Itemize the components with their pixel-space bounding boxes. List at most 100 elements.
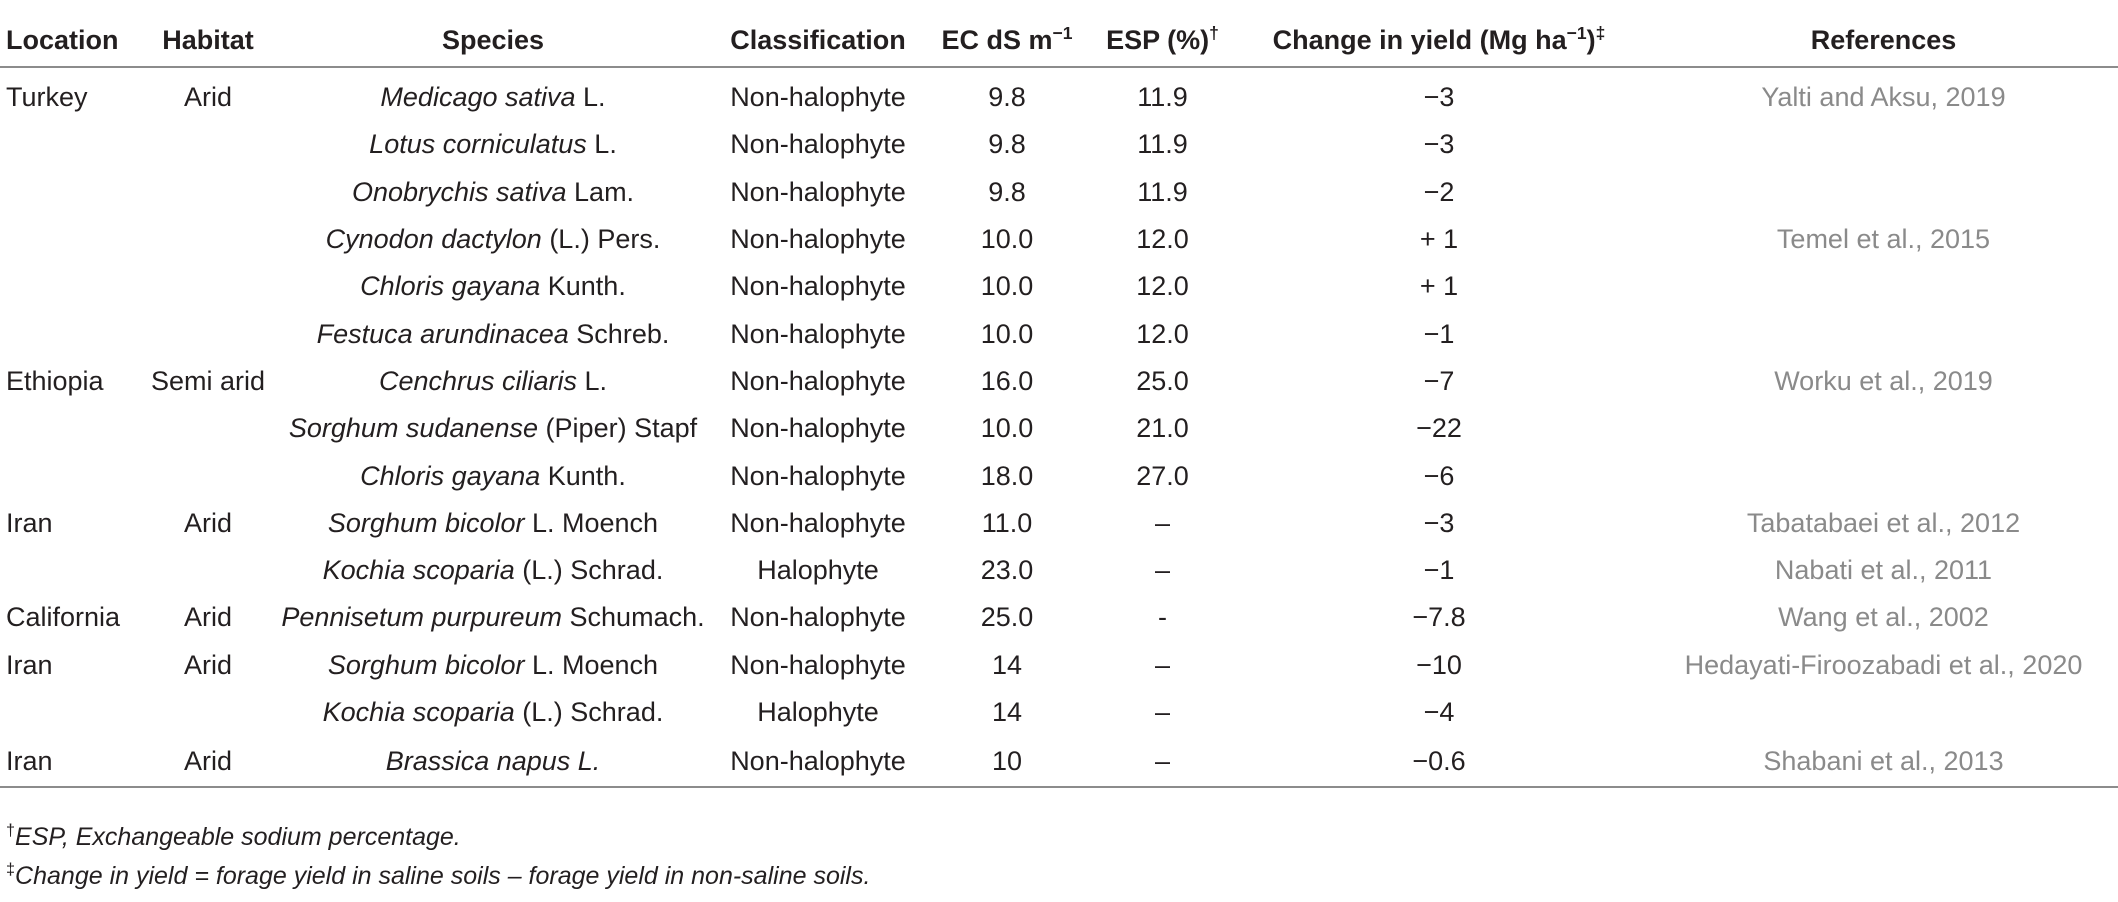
species-binomial: Chloris gayana <box>360 271 541 302</box>
cell-habitat: Arid <box>183 649 232 680</box>
footnote-mark: † <box>6 821 16 840</box>
cell-location <box>0 547 148 594</box>
cell-habitat: Arid <box>183 507 232 538</box>
cell-habitat <box>148 216 268 263</box>
header-esp: ESP (%)† <box>1096 14 1229 68</box>
species-binomial: Kochia scoparia <box>322 697 515 727</box>
cell-reference: Tabatabaei et al., 2012 <box>1746 507 2021 538</box>
cell-classification: Non-halophyte <box>730 507 906 538</box>
table-row: Turkey Arid Medicago sativa L. Non-halophyt… <box>0 67 2118 121</box>
cell-esp: 25.0 <box>1136 365 1189 396</box>
cell-species: Sorghum sudanense (Piper) Stapf <box>268 405 718 452</box>
cell-ec: 18.0 <box>980 460 1034 491</box>
species-binomial: Medicago sativa <box>380 82 576 113</box>
cell-esp: 11.9 <box>1137 176 1188 207</box>
footnote-mark: ‡ <box>6 860 16 879</box>
cell-species: Sorghum bicolor L. Moench <box>268 500 718 547</box>
species-authority: (L.) Pers. <box>541 224 661 255</box>
header-classification: Classification <box>718 14 918 68</box>
cell-species: Kochia scoparia (L.) Schrad. <box>268 689 718 736</box>
species-binomial: Onobrychis sativa <box>351 176 567 207</box>
cell-ec: 9.8 <box>988 129 1026 160</box>
cell-esp: 11.9 <box>1137 129 1188 160</box>
footnote-change: ‡Change in yield = forage yield in salin… <box>6 857 870 896</box>
species-authority: L. Moench <box>524 507 659 538</box>
cell-reference: Hedayati-Firoozabadi et al., 2020 <box>1684 649 2083 680</box>
cell-habitat: Arid <box>183 82 232 113</box>
header-esp-text: ESP (%) <box>1106 24 1210 55</box>
cell-ec: 14 <box>991 697 1023 727</box>
cell-esp: 12.0 <box>1136 224 1189 255</box>
species-authority: (Piper) Stapf <box>538 413 698 444</box>
cell-habitat <box>148 121 268 168</box>
cell-reference <box>1649 689 2118 736</box>
cell-classification: Non-halophyte <box>730 460 906 491</box>
cell-habitat: Arid <box>148 736 268 789</box>
species-authority: L. <box>586 129 617 160</box>
cell-classification: Non-halophyte <box>730 129 906 160</box>
species-binomial: Sorghum bicolor <box>327 507 525 538</box>
table-row: Onobrychis sativa Lam. Non-halophyte 9.8 11… <box>0 169 2118 216</box>
cell-change: + 1 <box>1419 271 1459 302</box>
cell-reference <box>1649 263 2118 310</box>
cell-ec: 9.8 <box>988 176 1026 207</box>
table-row: Iran Arid Sorghum bicolor L. Moench Non-hal… <box>0 500 2118 547</box>
cell-habitat <box>148 689 268 736</box>
cell-reference <box>1649 310 2118 357</box>
table-row: Iran Arid Brassica napus L. Non-halophyte 10… <box>0 736 2118 789</box>
cell-habitat <box>148 169 268 216</box>
header-change-sup2: ‡ <box>1595 22 1606 43</box>
species-binomial: Sorghum sudanense <box>288 413 539 444</box>
cell-esp: 11.9 <box>1137 82 1188 113</box>
cell-location <box>0 452 148 499</box>
cell-change: −10 <box>1416 649 1462 680</box>
header-esp-sup: † <box>1209 22 1219 43</box>
species-binomial: Kochia scoparia <box>322 555 515 586</box>
cell-esp: – <box>1154 649 1171 680</box>
data-table: Location Habitat Species Classification … <box>0 14 2118 789</box>
cell-species: Lotus corniculatus L. <box>268 121 718 168</box>
cell-classification: Non-halophyte <box>730 224 906 255</box>
table-row: Chloris gayana Kunth. Non-halophyte 10.0 12… <box>0 263 2118 310</box>
cell-esp: 27.0 <box>1136 460 1189 491</box>
cell-reference: Nabati et al., 2011 <box>1774 555 1993 586</box>
cell-ec: 10.0 <box>980 413 1034 444</box>
species-binomial: Lotus corniculatus <box>369 129 587 160</box>
table-row: Ethiopia Semi arid Cenchrus ciliaris L. Non… <box>0 358 2118 405</box>
cell-habitat <box>148 310 268 357</box>
cell-reference: Yalti and Aksu, 2019 <box>1761 82 2006 113</box>
cell-location: Ethiopia <box>6 365 104 396</box>
cell-esp: 12.0 <box>1136 318 1189 349</box>
header-ec: EC dS m−1 <box>918 14 1096 68</box>
header-change-sup: −1 <box>1566 22 1587 43</box>
cell-change: −0.6 <box>1229 736 1649 789</box>
cell-species: Sorghum bicolor L. Moench <box>268 642 718 689</box>
species-binomial: Chloris gayana <box>360 460 541 491</box>
cell-esp: 12.0 <box>1136 271 1189 302</box>
cell-esp: – <box>1154 555 1171 586</box>
header-ec-sup: −1 <box>1052 22 1073 43</box>
cell-change: −7.8 <box>1412 602 1466 633</box>
cell-ec: 11.0 <box>981 507 1033 538</box>
cell-reference <box>1649 452 2118 499</box>
cell-location <box>0 121 148 168</box>
cell-species: Chloris gayana Kunth. <box>268 452 718 499</box>
table-row: Kochia scoparia (L.) Schrad. Halophyte 14 –… <box>0 689 2118 736</box>
footnote-text: Change in yield = forage yield in saline… <box>15 862 871 890</box>
cell-habitat: Semi arid <box>150 365 266 396</box>
cell-location: Turkey <box>6 82 88 113</box>
cell-location <box>0 405 148 452</box>
cell-change: −1 <box>1423 318 1455 349</box>
cell-ec: 25.0 <box>980 602 1034 633</box>
cell-location <box>0 216 148 263</box>
header-species: Species <box>268 14 718 68</box>
table-row: Festuca arundinacea Schreb. Non-halophyte… <box>0 310 2118 357</box>
cell-habitat <box>148 547 268 594</box>
table-row: Lotus corniculatus L. Non-halophyte 9.8 11.… <box>0 121 2118 168</box>
footnote-esp: †ESP, Exchangeable sodium percentage. <box>6 818 870 857</box>
table-row: Cynodon dactylon (L.) Pers. Non-halophyte… <box>0 216 2118 263</box>
cell-change: −3 <box>1423 507 1455 538</box>
cell-location <box>0 310 148 357</box>
species-binomial: Sorghum bicolor <box>327 649 525 680</box>
cell-species: Festuca arundinacea Schreb. <box>268 310 718 357</box>
